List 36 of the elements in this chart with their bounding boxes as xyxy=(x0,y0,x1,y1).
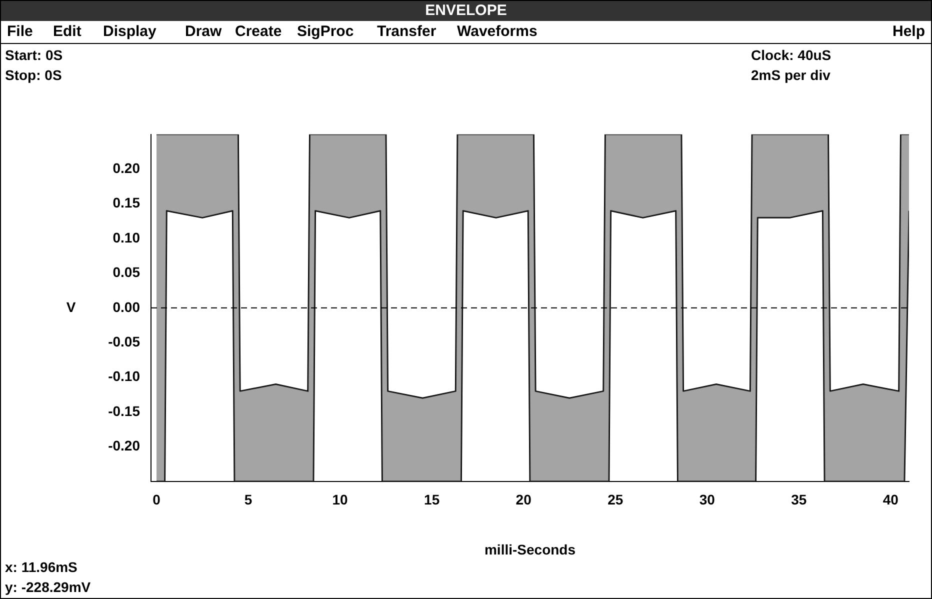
y-axis-title: V xyxy=(66,298,76,315)
y-tick-label: 0.05 xyxy=(112,264,140,280)
chart-title: ENVELOPE xyxy=(1,1,931,21)
text: x: 11.96mS xyxy=(5,559,78,575)
y-tick-label: -0.10 xyxy=(108,368,140,384)
text: Edit xyxy=(53,23,82,40)
text: SigProc xyxy=(297,23,354,40)
text: Help xyxy=(892,23,925,40)
x-tick-label: 40 xyxy=(882,492,899,508)
text: Create xyxy=(235,23,282,40)
x-tick-label: 35 xyxy=(791,492,807,508)
x-tick-label: 25 xyxy=(608,492,624,508)
y-tick-label: 0.20 xyxy=(112,160,140,176)
text: 2mS per div xyxy=(751,67,830,83)
y-tick-label: 0.10 xyxy=(112,229,140,246)
x-tick-label: 0 xyxy=(152,492,161,508)
x-tick-label: 5 xyxy=(244,492,252,508)
text: Transfer xyxy=(377,23,436,40)
text: File xyxy=(7,23,33,40)
text: Stop: 0S xyxy=(5,67,62,83)
text: y: -228.29mV xyxy=(5,579,91,595)
y-tick-label: 0.00 xyxy=(112,298,140,315)
y-tick-label: -0.05 xyxy=(108,333,140,350)
text: Display xyxy=(103,23,156,40)
y-tick-label: -0.15 xyxy=(108,402,140,419)
text: Draw xyxy=(185,23,222,40)
text: Start: 0S xyxy=(5,47,63,63)
x-tick-label: 30 xyxy=(699,492,716,508)
text: Waveforms xyxy=(457,23,538,40)
y-tick-label: 0.15 xyxy=(112,194,140,211)
x-tick-label: 10 xyxy=(332,492,348,508)
text: Clock: 40uS xyxy=(751,47,832,63)
x-tick-label: 15 xyxy=(424,492,440,508)
x-tick-label: 20 xyxy=(516,492,532,508)
y-tick-label: -0.20 xyxy=(108,438,140,454)
x-axis-title: milli-Seconds xyxy=(484,541,576,558)
